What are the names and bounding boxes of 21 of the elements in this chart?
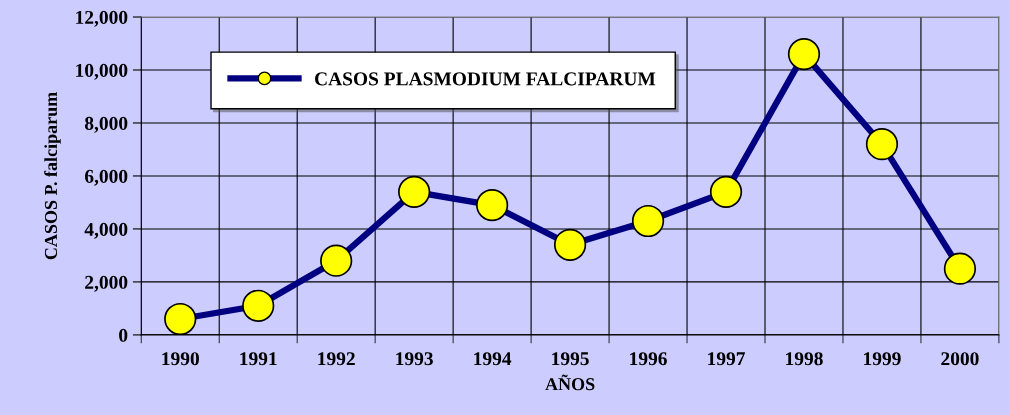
x-tick-label: 1998 <box>786 352 823 366</box>
x-tick-label: 1995 <box>552 352 589 366</box>
x-tick-label: 1994 <box>474 352 512 366</box>
y-tick-label: 8,000 <box>84 116 128 133</box>
y-tick-label: 12,000 <box>76 10 128 27</box>
x-tick-label: 1997 <box>708 352 745 366</box>
x-axis-title: AÑOS <box>545 374 595 391</box>
y-tick-label: 2,000 <box>85 275 128 292</box>
x-tick-label: 1991 <box>240 352 277 366</box>
y-tick-label: 0 <box>119 328 128 342</box>
x-tick-label: 1996 <box>630 352 667 366</box>
x-tick-label: 1992 <box>318 352 355 366</box>
x-tick-label: 1993 <box>396 352 433 366</box>
x-tick-label: 2000 <box>941 352 979 366</box>
legend-label: CASOS PLASMODIUM FALCIPARUM <box>315 72 656 86</box>
y-tick-label: 4,000 <box>84 222 128 239</box>
y-tick-label: 6,000 <box>84 169 128 186</box>
x-tick-label: 1999 <box>864 352 901 366</box>
y-tick-label: 10,000 <box>76 63 128 80</box>
y-axis-title: CASOS P. falciparum <box>44 92 61 260</box>
x-tick-label: 1990 <box>162 352 199 366</box>
